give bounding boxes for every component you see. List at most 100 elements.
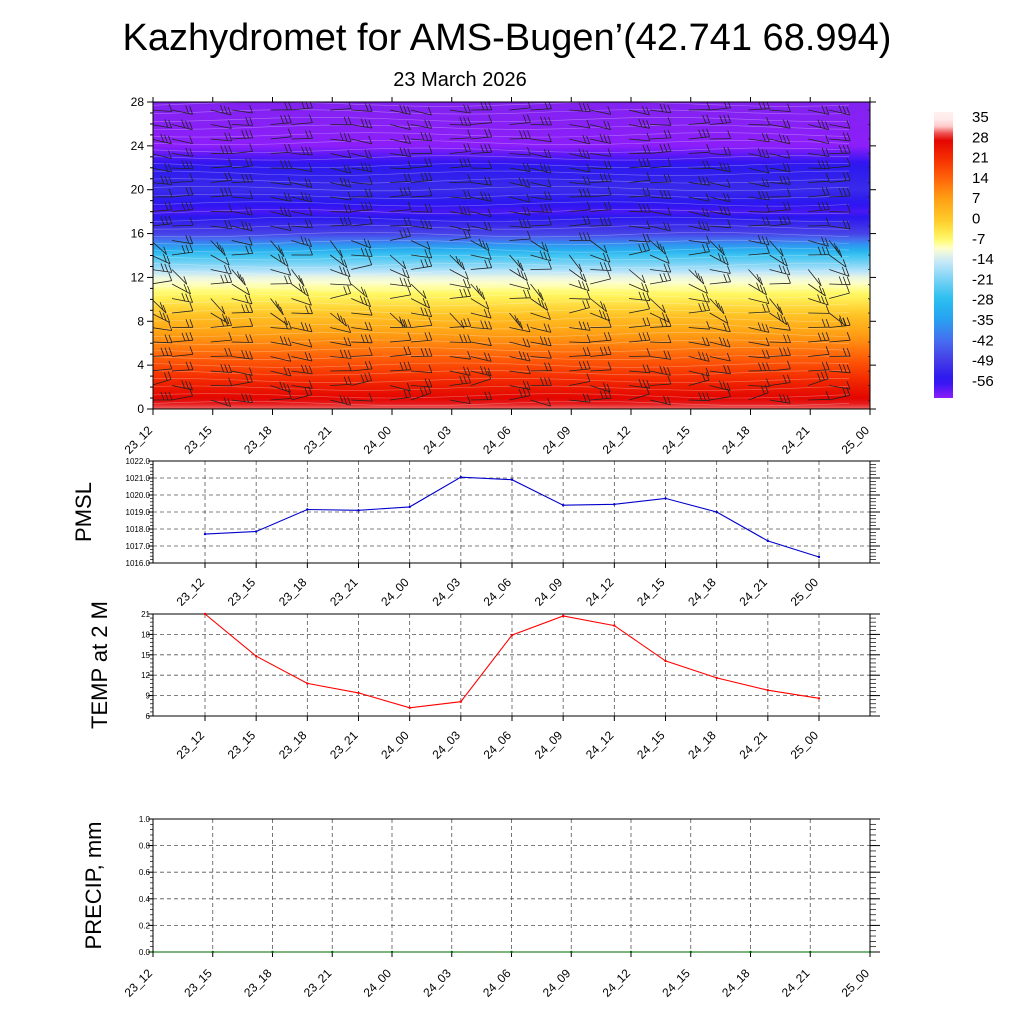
wind-barb-feather	[308, 163, 313, 172]
wind-barb	[688, 193, 710, 202]
wind-barb-feather	[662, 246, 667, 255]
wind-barb-feather	[420, 348, 425, 357]
wind-barb	[530, 240, 549, 253]
wind-barb	[291, 297, 312, 306]
wind-barb-shaft	[808, 298, 829, 306]
wind-barb-shaft	[231, 181, 253, 183]
wind-barb-shaft	[410, 339, 432, 343]
wind-barb-feather	[646, 242, 650, 251]
wind-barb-feather	[838, 104, 843, 114]
wind-barb-shaft	[270, 269, 291, 276]
wind-barb	[889, 367, 909, 376]
wind-barb-feather	[586, 103, 591, 112]
wind-barb	[769, 175, 791, 185]
wind-barb-shaft	[889, 270, 908, 278]
wind-barb-feather	[221, 313, 226, 322]
wind-barb	[351, 256, 373, 270]
wind-barb	[509, 146, 531, 156]
wind-barb-feather	[776, 303, 781, 312]
wind-barb-feather	[547, 397, 551, 407]
wind-barb-shaft	[171, 225, 194, 227]
wind-barb	[569, 134, 591, 145]
wind-barb-feather	[581, 281, 586, 290]
wind-barb-shaft	[867, 240, 870, 242]
wind-barb-feather	[886, 158, 889, 166]
wind-barb	[769, 322, 791, 331]
wind-barb-feather	[287, 193, 292, 202]
wind-barb-feather	[906, 368, 909, 376]
wind-barb-feather	[606, 312, 611, 322]
wind-barb-shaft	[569, 354, 591, 357]
wind-barb-feather	[586, 201, 591, 210]
wind-barb-shaft	[231, 240, 253, 246]
wind-barb-shaft	[410, 283, 427, 299]
wind-barb	[829, 172, 851, 183]
wind-barb-feather	[189, 173, 194, 182]
wind-barb-shaft	[748, 298, 769, 304]
wind-barb-shaft	[270, 356, 291, 362]
wind-barb-shaft	[530, 108, 552, 111]
wind-barb	[153, 175, 173, 185]
wind-barb-feather	[364, 119, 369, 128]
wind-barb-shaft	[748, 138, 770, 143]
wind-barb-feather	[168, 322, 173, 331]
wind-barb-shaft	[590, 124, 611, 130]
wind-barb-feather	[903, 229, 906, 237]
wind-barb-feather	[484, 391, 489, 400]
wind-barb-feather	[166, 255, 171, 265]
wind-barb-feather	[428, 220, 433, 229]
wind-barb-feather	[667, 190, 672, 199]
wind-barb-feather	[838, 145, 843, 154]
wind-barb-feather	[308, 352, 313, 362]
wind-barb-shaft	[449, 109, 471, 114]
wind-barb-feather	[367, 298, 371, 307]
wind-barb-shaft	[410, 325, 432, 328]
wind-barb-feather	[842, 220, 847, 229]
wind-barb-shaft	[889, 313, 905, 327]
temp2m-point	[255, 655, 258, 658]
wind-barb-shaft	[153, 379, 172, 386]
wind-barb-feather	[582, 232, 587, 241]
wind-barb-shaft	[270, 385, 291, 393]
wind-barb-feather	[663, 173, 668, 183]
x-tick-label: 24_21	[779, 423, 813, 457]
wind-barb-shaft	[569, 124, 590, 129]
y-tick-label: 16	[131, 227, 145, 241]
wind-barb-feather	[821, 237, 825, 246]
wind-barb-feather	[189, 332, 194, 341]
wind-barb-feather	[778, 264, 783, 274]
wind-barb-feather	[300, 278, 305, 287]
wind-barb-feather	[403, 389, 408, 398]
wind-barb-feather	[778, 133, 783, 143]
wind-barb-feather	[280, 248, 285, 257]
wind-barb-feather	[842, 317, 847, 327]
wind-barb-shaft	[291, 122, 313, 125]
wind-barb-feather	[284, 258, 289, 267]
wind-barb-shaft	[171, 269, 188, 285]
wind-barb	[330, 376, 352, 386]
wind-barb-shaft	[270, 398, 292, 401]
wind-barb-shaft	[590, 339, 612, 343]
wind-barb-shaft	[748, 182, 770, 188]
wind-barb-shaft	[569, 327, 591, 331]
y-tick-label: 24	[131, 139, 145, 153]
wind-barb-feather	[642, 158, 647, 167]
wind-barb-feather	[547, 311, 551, 320]
wind-barb	[530, 283, 544, 301]
x-tick-label: 24_18	[719, 423, 753, 457]
wind-barb-shaft	[270, 151, 292, 154]
contour-line	[153, 339, 850, 345]
wind-barb	[291, 364, 313, 375]
wind-barb	[569, 299, 590, 314]
wind-barb-feather	[706, 177, 710, 186]
wind-barb	[808, 332, 830, 343]
wind-barb	[351, 307, 373, 316]
wind-barb-shaft	[231, 196, 253, 199]
wind-barb-feather	[526, 281, 531, 290]
wind-barb	[530, 148, 552, 159]
wind-barb-feather	[846, 106, 851, 116]
wind-barb-feather	[464, 271, 469, 280]
wind-barb-feather	[518, 351, 523, 360]
wind-barb-feather	[368, 256, 373, 265]
wind-barb	[748, 164, 770, 174]
